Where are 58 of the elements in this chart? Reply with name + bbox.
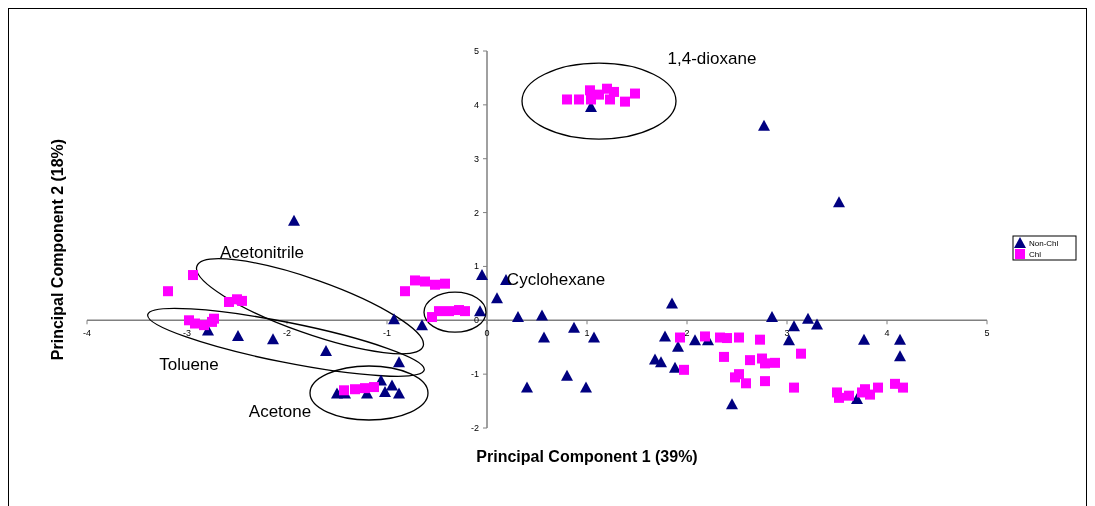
point	[561, 369, 573, 381]
y-tick-label: 2	[473, 207, 479, 218]
point	[588, 331, 600, 343]
y-tick-label: 4	[473, 99, 479, 110]
point	[476, 269, 488, 281]
point	[689, 334, 701, 346]
point	[491, 292, 503, 304]
point	[858, 333, 870, 345]
annotation: Acetone	[248, 402, 312, 421]
annotation: Cyclohexane	[506, 270, 606, 289]
point	[536, 309, 548, 321]
point	[659, 330, 671, 342]
point	[788, 320, 800, 332]
y-tick-label: 0	[473, 315, 479, 326]
point	[894, 350, 906, 362]
point	[833, 196, 845, 208]
point	[758, 119, 770, 131]
x-tick-label: 5	[984, 328, 990, 339]
point	[894, 333, 906, 345]
point	[521, 381, 533, 393]
point	[288, 214, 300, 226]
point	[655, 356, 667, 368]
point	[386, 379, 398, 391]
y-tick-label: -1	[470, 369, 479, 380]
legend-label: Chl	[1029, 250, 1042, 259]
x-tick-label: 1	[584, 328, 590, 339]
annotation: Toluene	[159, 355, 219, 374]
point	[512, 311, 524, 323]
y-tick-label: 5	[473, 46, 479, 56]
point	[783, 334, 795, 346]
annotation: Acetonitrile	[219, 243, 305, 262]
point	[766, 311, 778, 323]
point	[802, 312, 814, 324]
x-tick-label: 4	[884, 328, 890, 339]
point	[580, 381, 592, 393]
point	[726, 398, 738, 410]
x-tick-label: -1	[382, 328, 392, 339]
point	[538, 331, 550, 343]
annotation: 1,4-dioxane	[667, 49, 757, 68]
x-axis-title: Principal Component 1 (39%)	[476, 448, 698, 465]
x-tick-label: 2	[684, 328, 690, 339]
point	[811, 318, 823, 330]
legend-label: Non-Chl	[1029, 239, 1059, 248]
point	[393, 387, 405, 399]
x-tick-label: 0	[484, 328, 490, 339]
y-tick-label: 3	[473, 153, 479, 164]
point	[666, 297, 678, 309]
y-axis-title: Principal Component 2 (18%)	[49, 138, 66, 361]
point	[851, 392, 863, 404]
x-tick-label: -4	[82, 328, 92, 339]
y-tick-label: 1	[473, 261, 479, 272]
x-tick-label: -2	[282, 328, 292, 339]
x-tick-label: -3	[182, 328, 192, 339]
point	[379, 385, 391, 397]
point	[474, 305, 486, 317]
x-tick-label: 3	[784, 328, 790, 339]
y-tick-label: -2	[470, 423, 479, 433]
point	[568, 321, 580, 333]
